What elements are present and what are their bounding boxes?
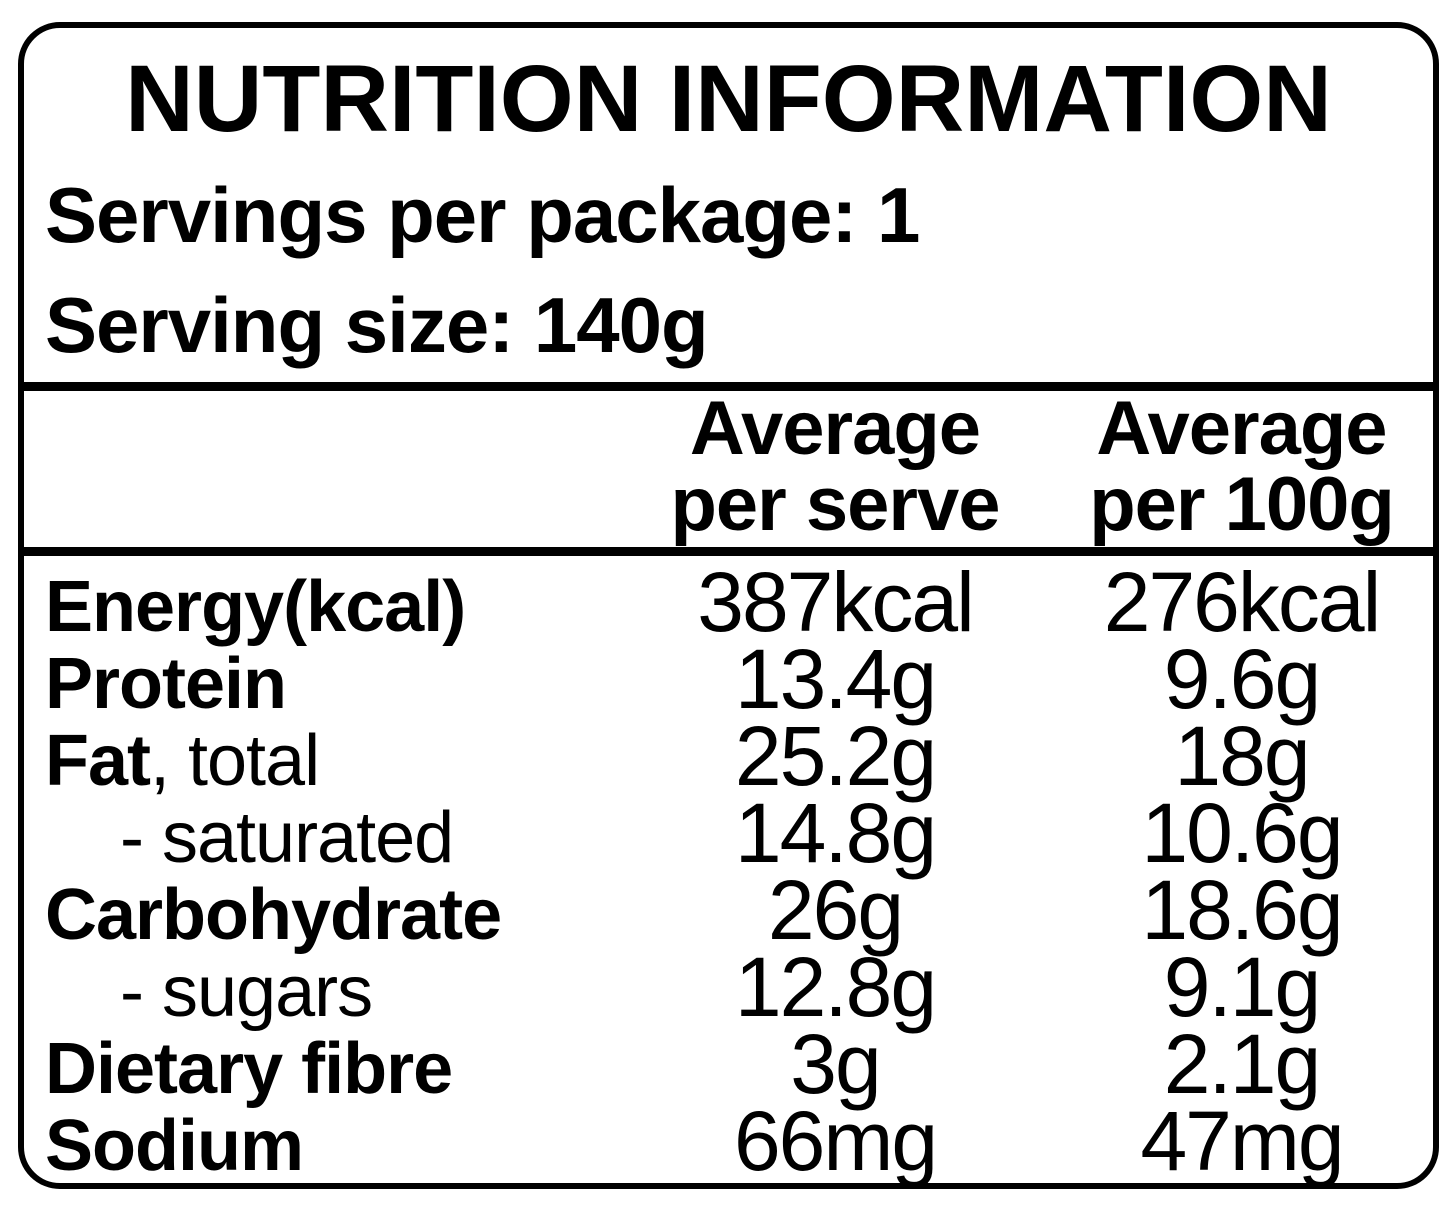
per-100g-value: 276kcal (1103, 555, 1382, 649)
per-100g-value: 9.1g (1163, 940, 1322, 1034)
nutrient-name-bold: Fat (45, 721, 151, 801)
per-serve-value: 3g (790, 1017, 881, 1111)
per-100g-value: 2.1g (1163, 1017, 1322, 1111)
header-average-per-100g: Average per 100g (1050, 391, 1433, 547)
per-100g-value: 18.6g (1141, 863, 1343, 957)
table-row-energy: Energy(kcal) 387kcal 276kcal (24, 555, 1433, 649)
nutrient-name-bold: Protein (45, 644, 287, 724)
nutrient-name: Sodium (24, 1106, 620, 1186)
per-serve-value: 66mg (733, 1094, 938, 1188)
nutrient-name-regular: - sugars (120, 952, 373, 1032)
nutrient-name-regular: - saturated (120, 798, 454, 878)
per-100g-value: 10.6g (1141, 786, 1343, 880)
nutrient-name: - saturated (24, 800, 620, 877)
label-title: NUTRITION INFORMATION (125, 46, 1332, 152)
table-header-row: Average per serve Average per 100g (24, 391, 1433, 547)
nutrient-name-bold: Dietary fibre (45, 1029, 453, 1109)
per-100g-value: 18g (1174, 709, 1310, 803)
table-row-sodium: Sodium 66mg 47mg (24, 1094, 1433, 1188)
per-serve-value: 25.2g (734, 709, 937, 803)
per-serve-value: 13.4g (734, 632, 937, 726)
header-average-per-serve-line1: Average (689, 386, 981, 471)
servings-per-package-line: Servings per package: 1 (45, 171, 920, 259)
per-100g-value: 9.6g (1163, 632, 1322, 726)
serving-size-line: Serving size: 140g (45, 281, 709, 369)
nutrient-name-bold: Carbohydrate (45, 875, 502, 955)
nutrition-information-label: NUTRITION INFORMATION Servings per packa… (18, 22, 1439, 1189)
divider-above-header (24, 382, 1433, 391)
header-average-per-serve: Average per serve (620, 391, 1050, 547)
per-serve-value: 26g (767, 863, 904, 957)
table-row-dietary-fibre: Dietary fibre 3g 2.1g (24, 1017, 1433, 1111)
per-serve-value: 14.8g (734, 786, 937, 880)
table-row-protein: Protein 13.4g 9.6g (24, 632, 1433, 726)
header-name-spacer (24, 391, 620, 547)
per-serve-value: 387kcal (697, 555, 975, 649)
nutrient-name-bold: Sodium (45, 1106, 304, 1186)
nutrient-name-bold: Energy(kcal) (45, 567, 466, 647)
table-row-saturated: - saturated 14.8g 10.6g (24, 786, 1433, 880)
nutrient-table: Energy(kcal) 387kcal 276kcal Protein 13.… (24, 555, 1433, 1188)
per-100g-value: 47mg (1140, 1094, 1344, 1188)
table-row-sugars: - sugars 12.8g 9.1g (24, 940, 1433, 1034)
header-average-per-100g-line1: Average (1096, 386, 1387, 471)
nutrient-name: Fat, total (24, 723, 620, 800)
divider-below-header (24, 547, 1433, 556)
header-average-per-100g-line2: per 100g (1089, 462, 1395, 547)
nutrient-name: Protein (24, 646, 620, 723)
nutrient-name: - sugars (24, 954, 620, 1031)
nutrient-name-regular: , total (150, 721, 320, 801)
nutrient-name: Energy(kcal) (24, 569, 620, 646)
table-row-fat-total: Fat, total 25.2g 18g (24, 709, 1433, 803)
nutrient-name: Dietary fibre (24, 1031, 620, 1108)
table-row-carbohydrate: Carbohydrate 26g 18.6g (24, 863, 1433, 957)
per-serve-value: 12.8g (734, 940, 937, 1034)
header-average-per-serve-line2: per serve (670, 462, 1000, 547)
nutrient-name: Carbohydrate (24, 877, 620, 954)
